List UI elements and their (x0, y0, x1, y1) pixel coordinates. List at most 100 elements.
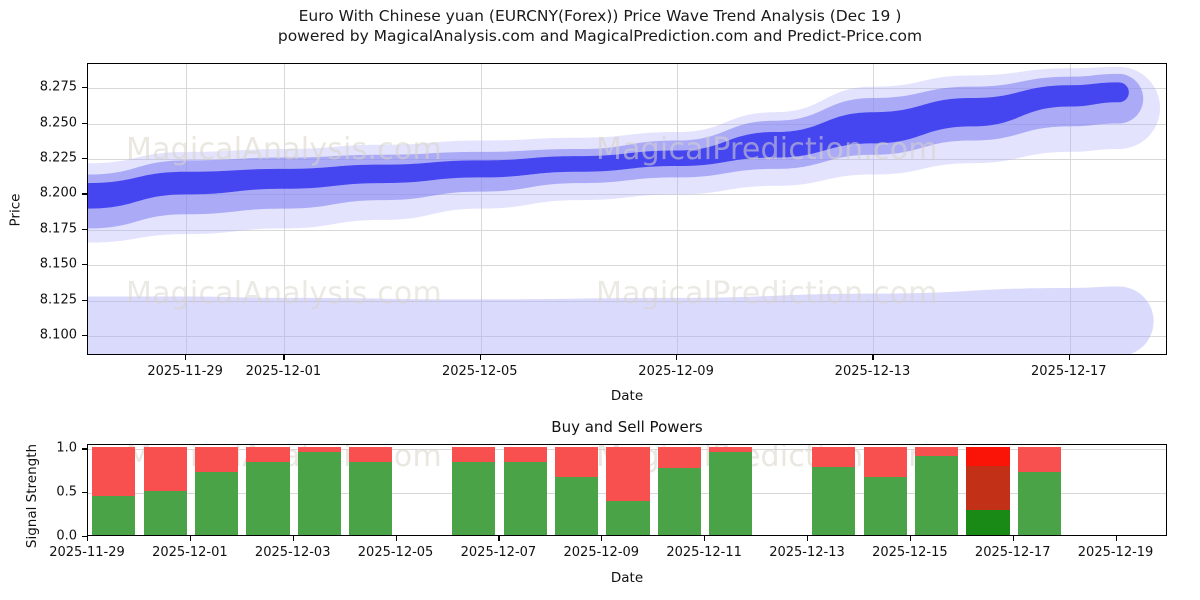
bar-column[interactable] (709, 447, 752, 535)
bar-column[interactable] (555, 447, 598, 535)
y-tick-mark (82, 264, 87, 265)
bar-column[interactable] (349, 447, 392, 535)
bar-segment-sell (812, 447, 855, 466)
bar-segment-buy (864, 477, 907, 535)
bottom-chart-title: Buy and Sell Powers (551, 418, 702, 436)
bar-column[interactable] (144, 447, 187, 535)
bar-column[interactable] (92, 447, 135, 535)
buy-sell-powers-plot-area: MagicalAnalysis.comMagicalPrediction.com (87, 444, 1167, 536)
bar-segment-buy (812, 467, 855, 535)
x-tick-label: 2025-12-15 (872, 545, 948, 560)
x-tick-label: 2025-11-29 (147, 364, 223, 379)
bar-column[interactable] (864, 447, 907, 535)
y-tick-label: 1.0 (37, 441, 77, 456)
bar-segment-buy (709, 452, 752, 535)
y-tick-label: 8.225 (7, 150, 77, 165)
bar-segment-sell (144, 447, 187, 491)
y-tick-mark (82, 492, 87, 493)
bar-column[interactable] (606, 447, 649, 535)
x-tick-mark (1116, 536, 1117, 541)
bar-column[interactable] (812, 447, 855, 535)
y-tick-mark (82, 87, 87, 88)
x-tick-mark (87, 536, 88, 541)
y-tick-mark (82, 335, 87, 336)
x-tick-label: 2025-12-09 (564, 545, 640, 560)
top-chart-y-axis-title: Price (7, 194, 23, 227)
y-tick-mark (82, 448, 87, 449)
y-tick-mark (82, 229, 87, 230)
title-line-1: Euro With Chinese yuan (EURCNY(Forex)) P… (0, 6, 1200, 26)
y-tick-mark (82, 300, 87, 301)
bar-segment-buy (349, 462, 392, 535)
bar-segment-buy (195, 472, 238, 535)
x-tick-label: 2025-12-09 (638, 364, 714, 379)
bar-segment-buy (966, 510, 1009, 535)
bar-segment-buy (555, 477, 598, 535)
y-tick-mark (82, 193, 87, 194)
page-title: Euro With Chinese yuan (EURCNY(Forex)) P… (0, 6, 1200, 46)
x-tick-mark (293, 536, 294, 541)
bar-segment-sell (864, 447, 907, 477)
x-tick-mark (676, 355, 677, 360)
x-tick-mark (480, 355, 481, 360)
y-tick-label: 0.0 (37, 529, 77, 544)
x-tick-label: 2025-12-19 (1078, 545, 1154, 560)
bar-column[interactable] (452, 447, 495, 535)
bar-segment-sell (606, 447, 649, 500)
x-tick-mark (807, 536, 808, 541)
bar-segment-sell (298, 447, 341, 451)
bar-column[interactable] (298, 447, 341, 535)
x-tick-mark (190, 536, 191, 541)
x-tick-label: 2025-11-29 (49, 545, 125, 560)
x-tick-mark (704, 536, 705, 541)
bar-column[interactable] (504, 447, 547, 535)
x-tick-label: 2025-12-05 (358, 545, 434, 560)
x-tick-mark (185, 355, 186, 360)
title-line-2: powered by MagicalAnalysis.com and Magic… (0, 26, 1200, 46)
bar-segment-sell (555, 447, 598, 477)
x-tick-label: 2025-12-13 (769, 545, 845, 560)
x-tick-mark (396, 536, 397, 541)
y-tick-label: 8.125 (7, 292, 77, 307)
x-tick-label: 2025-12-07 (461, 545, 537, 560)
bar-segment-sell (1018, 447, 1061, 472)
y-tick-label: 8.250 (7, 115, 77, 130)
bar-column[interactable] (195, 447, 238, 535)
top-chart-x-axis-title: Date (611, 388, 643, 404)
bar-segment-buy (504, 462, 547, 535)
price-wave-bands (88, 64, 1167, 355)
bar-segment-sell (349, 447, 392, 462)
bar-segment-buy (1018, 472, 1061, 535)
y-tick-label: 0.5 (37, 485, 77, 500)
bar-segment-sell (504, 447, 547, 462)
wave-band-lower-support-band (88, 287, 1154, 355)
x-tick-mark (498, 536, 499, 541)
bar-segment-buy (298, 452, 341, 535)
x-tick-mark (1069, 355, 1070, 360)
bar-segment-buy (452, 462, 495, 535)
bar-column[interactable] (915, 447, 958, 535)
y-tick-label: 8.100 (7, 328, 77, 343)
y-tick-mark (82, 123, 87, 124)
x-tick-mark (1013, 536, 1014, 541)
bar-segment-sell (246, 447, 289, 462)
x-tick-label: 2025-12-17 (1031, 364, 1107, 379)
bar-segment-sell (452, 447, 495, 462)
bar-column[interactable] (1018, 447, 1061, 535)
bar-segment-buy (144, 491, 187, 535)
x-tick-label: 2025-12-01 (246, 364, 322, 379)
bar-segment-sell (92, 447, 135, 495)
bar-column[interactable] (246, 447, 289, 535)
bar-segment-buy (915, 456, 958, 535)
y-tick-label: 8.275 (7, 80, 77, 95)
chart-page: Euro With Chinese yuan (EURCNY(Forex)) P… (0, 0, 1200, 600)
bar-segment-sell (658, 447, 701, 467)
bottom-chart-y-axis-title: Signal Strength (24, 444, 40, 548)
x-tick-label: 2025-12-05 (442, 364, 518, 379)
bar-column[interactable] (658, 447, 701, 535)
bar-segment-buy (246, 462, 289, 535)
bar-column[interactable] (966, 447, 1009, 535)
bar-segment-sell-bright (966, 447, 1009, 466)
y-tick-label: 8.150 (7, 257, 77, 272)
x-tick-mark (283, 355, 284, 360)
